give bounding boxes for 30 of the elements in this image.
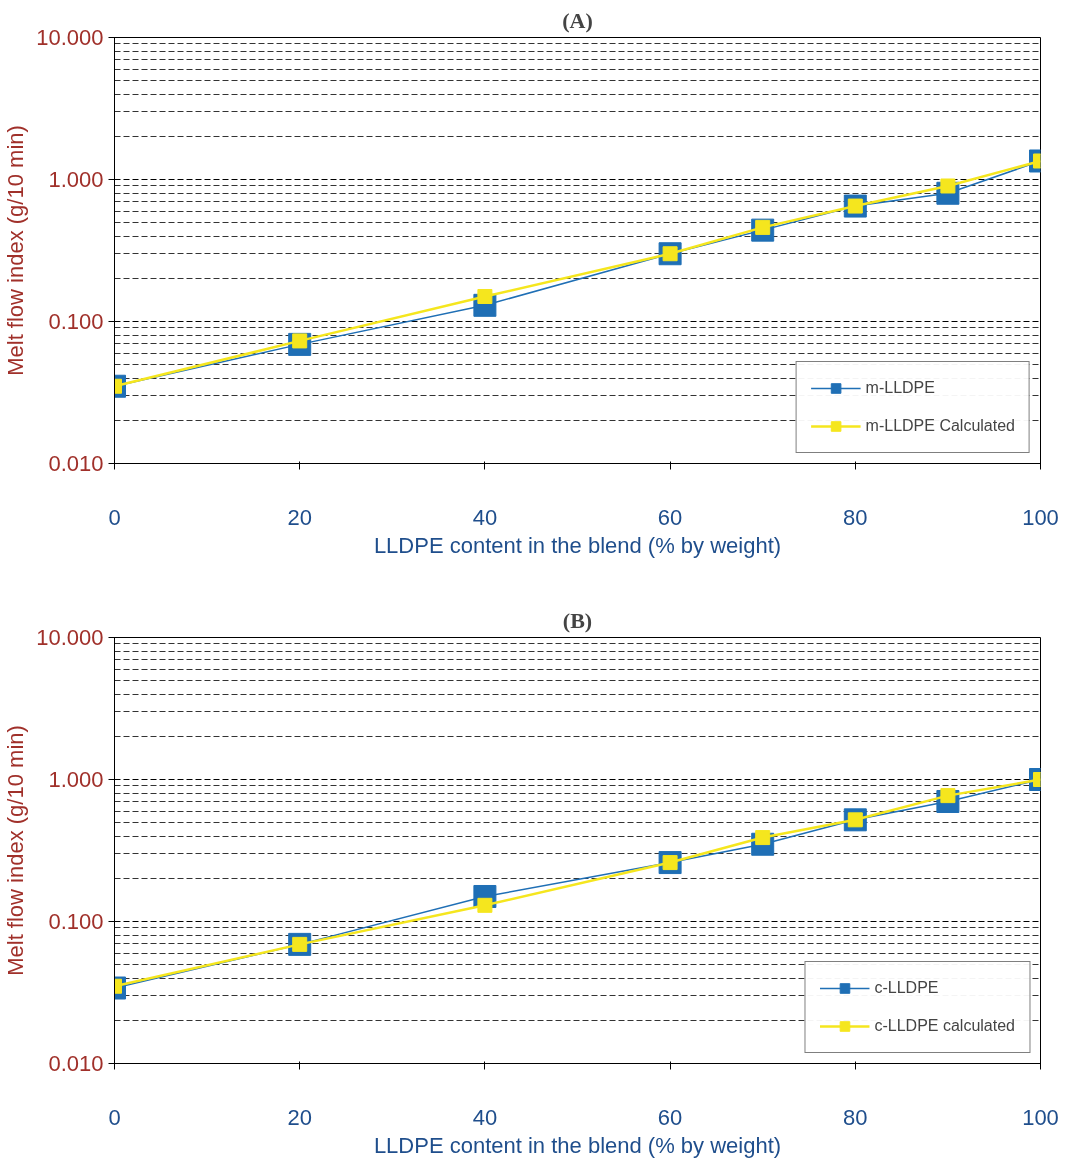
- legend-label: m-LLDPE Calculated: [865, 417, 1015, 435]
- x-axis-title: LLDPE content in the blend (% by weight): [373, 1132, 782, 1158]
- legend-label: c-LLDPE calculated: [874, 1017, 1015, 1035]
- y-tick-label: 10.000: [36, 25, 104, 50]
- x-tick-label: 20: [287, 1104, 312, 1130]
- x-axis-title: LLDPE content in the blend (% by weight): [373, 532, 782, 558]
- y-tick-label: 0.010: [48, 1051, 104, 1076]
- chart-title: (A): [562, 7, 593, 33]
- x-tick-label: 0: [108, 1104, 121, 1130]
- y-tick-label: 10.000: [36, 625, 104, 650]
- x-tick-label: 100: [1022, 504, 1059, 530]
- x-tick-label: 60: [657, 504, 683, 530]
- legend-label: m-LLDPE: [865, 379, 935, 397]
- x-tick-label: 40: [472, 1104, 498, 1130]
- y-tick-label: 0.100: [48, 909, 104, 934]
- chart-title: (B): [562, 607, 593, 633]
- legend-label: c-LLDPE: [874, 979, 939, 997]
- x-tick-label: 0: [108, 504, 121, 530]
- x-tick-label: 80: [843, 504, 868, 530]
- x-tick-label: 100: [1022, 1104, 1059, 1130]
- y-axis-title: Melt flow index (g/10 min): [3, 125, 29, 376]
- y-tick-label: 0.010: [48, 451, 104, 476]
- y-tick-label: 1.000: [48, 767, 104, 792]
- y-axis-title: Melt flow index (g/10 min): [3, 725, 29, 976]
- y-tick-label: 1.000: [48, 167, 104, 192]
- x-tick-label: 40: [472, 504, 498, 530]
- y-tick-label: 0.100: [48, 309, 104, 334]
- x-tick-label: 60: [657, 1104, 683, 1130]
- x-tick-label: 80: [843, 1104, 868, 1130]
- x-tick-label: 20: [287, 504, 312, 530]
